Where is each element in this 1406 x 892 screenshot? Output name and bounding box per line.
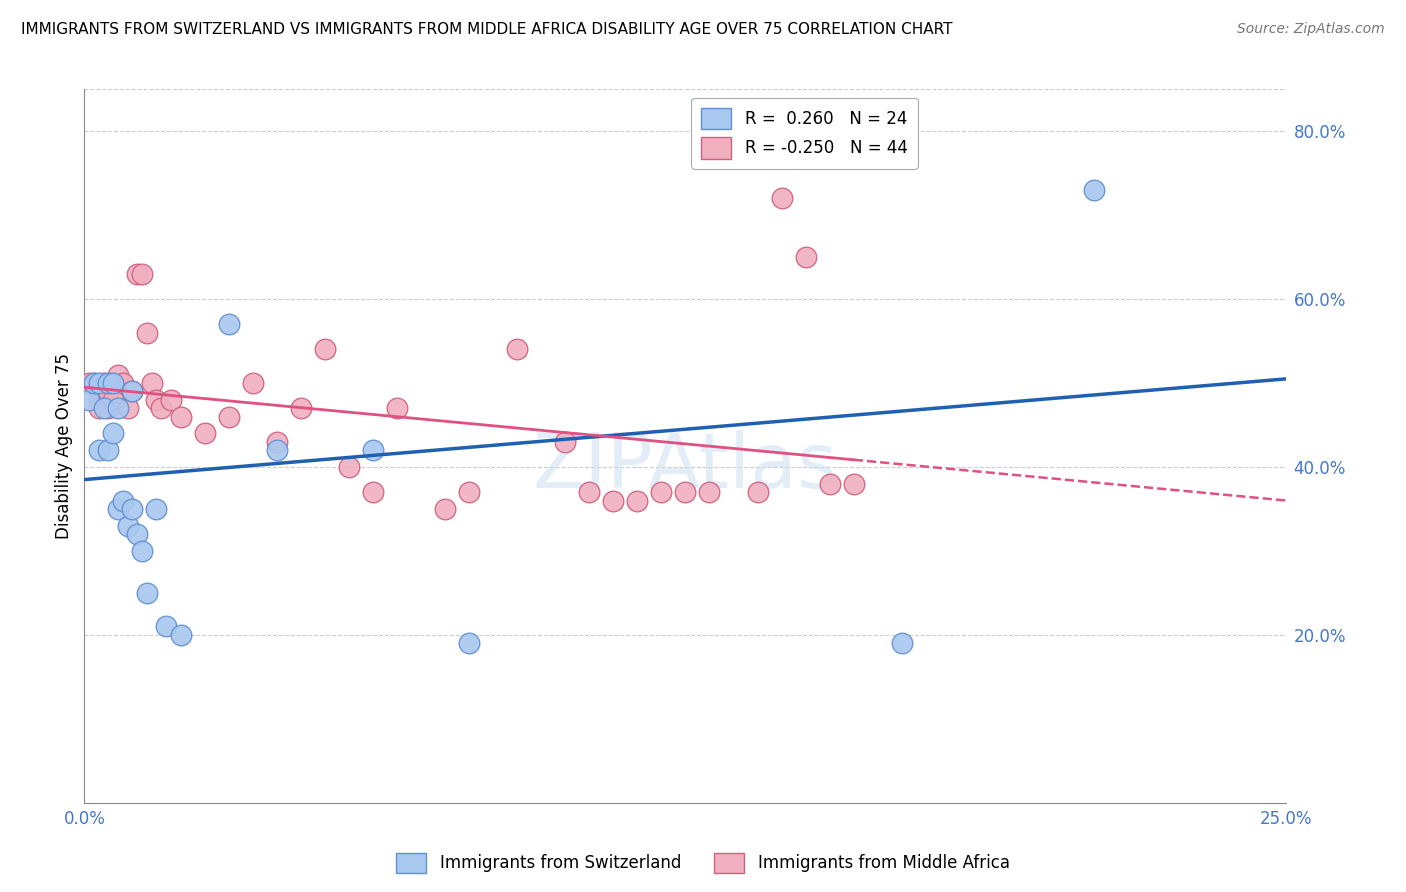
Point [194,426,217,441]
Point [103,392,125,407]
Point [117,518,139,533]
Point [107,368,129,382]
Point [602,493,624,508]
Point [117,401,139,416]
Point [103,426,125,441]
Legend: Immigrants from Switzerland, Immigrants from Middle Africa: Immigrants from Switzerland, Immigrants … [389,847,1017,880]
Point [107,502,129,516]
Point [770,191,793,205]
Point [242,376,264,390]
Point [314,343,336,357]
Point [127,267,149,281]
Point [169,409,191,424]
Point [87,392,110,407]
Point [83,376,105,390]
Legend: R =  0.260   N = 24, R = -0.250   N = 44: R = 0.260 N = 24, R = -0.250 N = 44 [692,97,918,169]
Point [150,401,173,416]
Point [93,401,115,416]
Text: Source: ZipAtlas.com: Source: ZipAtlas.com [1237,22,1385,37]
Point [385,401,408,416]
Point [145,502,167,516]
Point [699,485,721,500]
Point [266,443,288,458]
Text: ZIPAtlas: ZIPAtlas [533,431,838,504]
Point [890,636,912,650]
Point [83,376,105,390]
Point [107,401,129,416]
Point [506,343,529,357]
Point [121,502,143,516]
Point [218,318,240,332]
Point [434,502,457,516]
Point [87,443,110,458]
Point [361,443,384,458]
Point [87,376,110,390]
Point [77,376,100,390]
Point [337,460,360,475]
Point [97,443,120,458]
Point [97,401,120,416]
Point [103,376,125,390]
Point [97,384,120,399]
Point [145,392,167,407]
Point [141,376,163,390]
Point [93,376,115,390]
Point [266,434,288,449]
Point [155,619,177,633]
Point [135,326,157,340]
Text: IMMIGRANTS FROM SWITZERLAND VS IMMIGRANTS FROM MIDDLE AFRICA DISABILITY AGE OVER: IMMIGRANTS FROM SWITZERLAND VS IMMIGRANT… [21,22,953,37]
Point [77,392,100,407]
Point [458,636,481,650]
Point [650,485,672,500]
Point [169,628,191,642]
Point [121,384,143,399]
Point [458,485,481,500]
Point [121,384,143,399]
Y-axis label: Disability Age Over 75: Disability Age Over 75 [55,353,73,539]
Point [111,376,134,390]
Point [290,401,312,416]
Point [160,392,183,407]
Point [218,409,240,424]
Point [127,527,149,541]
Point [97,376,120,390]
Point [1083,183,1105,197]
Point [135,586,157,600]
Point [131,267,153,281]
Point [818,476,841,491]
Point [578,485,600,500]
Point [111,493,134,508]
Point [626,493,648,508]
Point [747,485,769,500]
Point [675,485,697,500]
Point [554,434,576,449]
Point [842,476,865,491]
Point [794,250,817,264]
Point [87,401,110,416]
Point [361,485,384,500]
Point [131,544,153,558]
